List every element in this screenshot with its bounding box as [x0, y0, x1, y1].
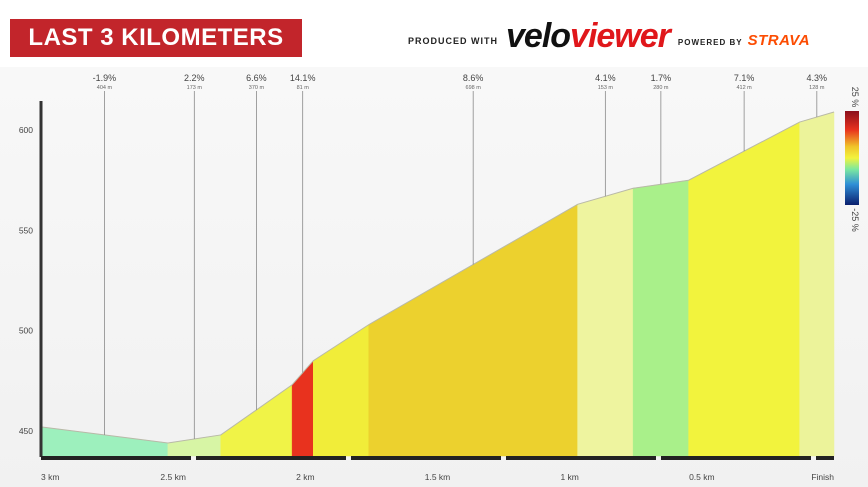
profile-segment-9 [799, 111, 835, 457]
segment-length-label-9: 128 m [809, 85, 825, 91]
page-title: LAST 3 KILOMETERS [28, 24, 284, 51]
segment-gradient-label-3: 14.1% [290, 73, 316, 83]
x-tick-label-2: 2 km [296, 472, 314, 482]
segment-length-label-6: 153 m [598, 85, 614, 91]
segment-gradient-label-2: 6.6% [246, 73, 267, 83]
x-tick-label-5: 0.5 km [689, 472, 715, 482]
segment-gradient-label-7: 1.7% [651, 73, 672, 83]
y-tick-label-2: 550 [19, 225, 33, 235]
brand-bar: PRODUCED WITH veloviewer POWERED BY STRA… [408, 14, 810, 58]
segment-gradient-label-1: 2.2% [184, 73, 205, 83]
x-tick-label-1: 2.5 km [160, 472, 186, 482]
gradient-legend: 25 % -25 % [845, 87, 860, 232]
segment-length-label-8: 412 m [736, 85, 752, 91]
segment-gradient-label-5: 8.6% [463, 73, 484, 83]
segment-length-label-2: 370 m [249, 85, 265, 91]
page-title-badge: LAST 3 KILOMETERS [10, 19, 302, 57]
profile-segment-7 [632, 179, 689, 457]
powered-by-label: POWERED BY [677, 37, 743, 47]
profile-segment-8 [688, 121, 800, 457]
x-tick-label-4: 1 km [560, 472, 578, 482]
legend-top-label: 25 % [850, 87, 860, 108]
segment-length-label-7: 280 m [653, 85, 669, 91]
x-tick-label-3: 1.5 km [425, 472, 451, 482]
x-tick-label-6: Finish [811, 472, 834, 482]
y-tick-label-0: 450 [19, 426, 33, 436]
segment-gradient-label-9: 4.3% [807, 73, 828, 83]
segment-gradient-label-6: 4.1% [595, 73, 616, 83]
profile-segment-6 [577, 187, 634, 457]
logo-viewer: viewer [570, 17, 671, 55]
veloviewer-logo: veloviewer [506, 17, 671, 55]
legend-bottom-label: -25 % [850, 208, 860, 232]
produced-with-label: PRODUCED WITH [408, 36, 498, 46]
profile-segment-4 [313, 324, 370, 457]
x-tick-label-0: 3 km [41, 472, 59, 482]
gradient-legend-bar [845, 111, 859, 205]
segment-gradient-label-0: -1.9% [93, 73, 117, 83]
strava-logo: STRAVA [747, 31, 811, 49]
profile-outline [40, 111, 835, 444]
y-tick-label-1: 500 [19, 326, 33, 336]
segment-length-label-0: 404 m [97, 85, 113, 91]
segment-length-label-1: 173 m [187, 85, 203, 91]
segment-length-label-3: 81 m [297, 85, 310, 91]
y-tick-label-3: 600 [19, 125, 33, 135]
segment-length-label-5: 698 m [466, 85, 482, 91]
logo-velo: velo [506, 17, 571, 55]
profile-segment-3 [291, 360, 314, 457]
segment-gradient-label-8: 7.1% [734, 73, 755, 83]
